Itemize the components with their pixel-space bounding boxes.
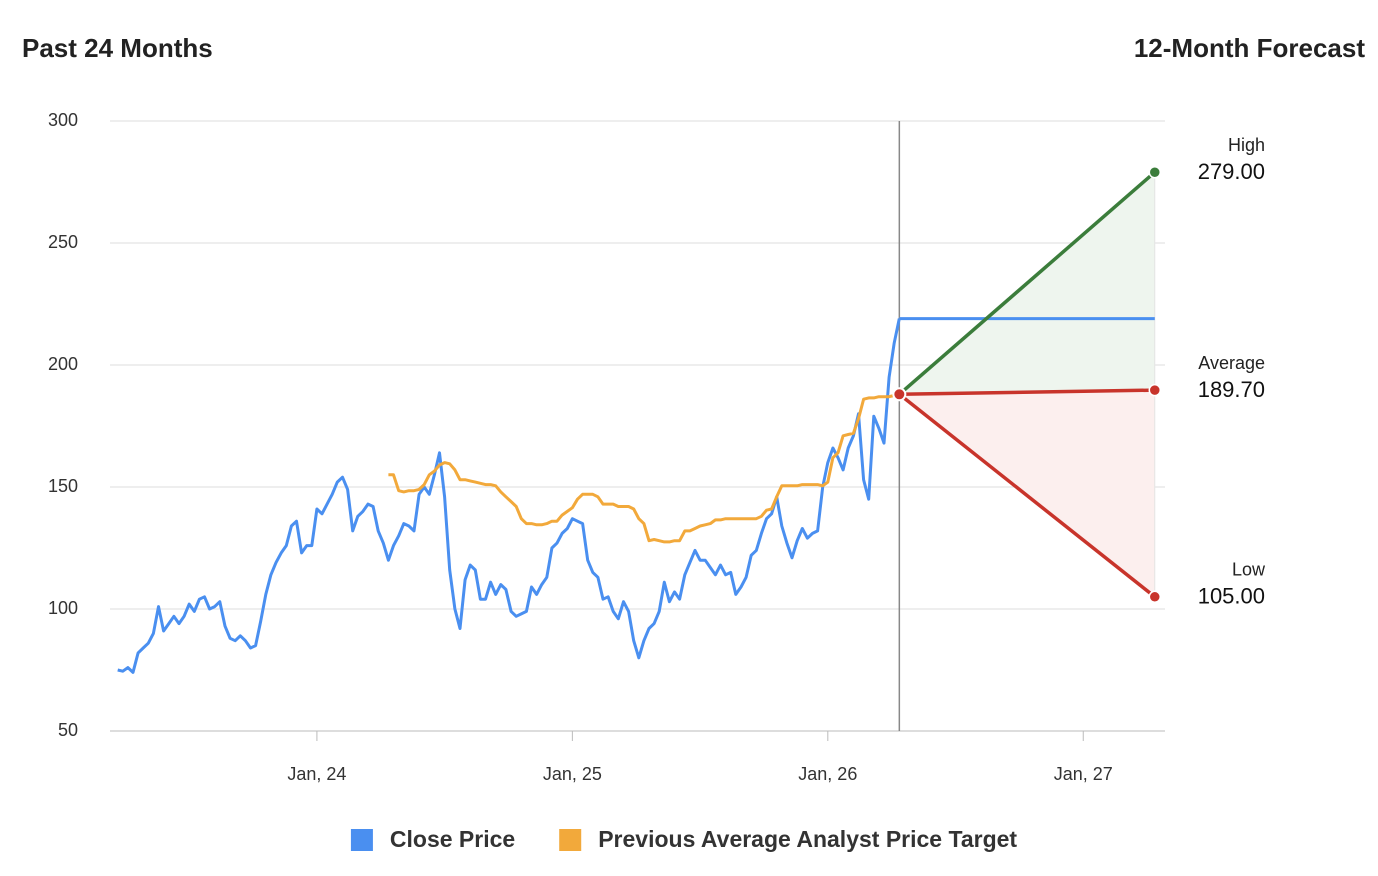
forecast-line <box>898 392 1156 599</box>
y-tick-label: 150 <box>48 476 78 496</box>
forecast-point <box>1148 590 1162 604</box>
forecast-value-label: 189.70 <box>1198 377 1265 402</box>
forecast-title: 12-Month Forecast <box>1134 33 1365 63</box>
legend-label: Close Price <box>390 826 515 852</box>
forecast-label: High <box>1228 135 1265 155</box>
forecast-label: Low <box>1232 560 1266 580</box>
legend-swatch <box>350 829 373 851</box>
forecast-value-label: 105.00 <box>1198 584 1265 609</box>
legend-swatch <box>559 829 582 851</box>
y-tick-label: 250 <box>48 232 78 252</box>
y-tick-label: 100 <box>48 598 78 618</box>
line-series <box>388 392 900 544</box>
x-tick-label: Jan, 24 <box>287 764 346 784</box>
forecast-label: Average <box>1198 353 1265 373</box>
y-tick-label: 300 <box>48 110 78 130</box>
x-tick-label: Jan, 27 <box>1054 764 1113 784</box>
line-series <box>117 318 901 674</box>
forecast-point <box>1148 383 1162 397</box>
forecast-start-point <box>892 387 907 402</box>
forecast-point <box>1148 165 1162 179</box>
y-tick-label: 200 <box>48 354 78 374</box>
legend-label: Previous Average Analyst Price Target <box>598 826 1017 852</box>
y-tick-label: 50 <box>58 720 78 740</box>
chart-title: Past 24 Months <box>22 33 213 63</box>
forecast-line <box>898 170 1156 396</box>
forecast-value-label: 279.00 <box>1198 159 1265 184</box>
x-tick-label: Jan, 25 <box>543 764 602 784</box>
forecast-line <box>899 388 1155 397</box>
x-tick-label: Jan, 26 <box>798 764 857 784</box>
